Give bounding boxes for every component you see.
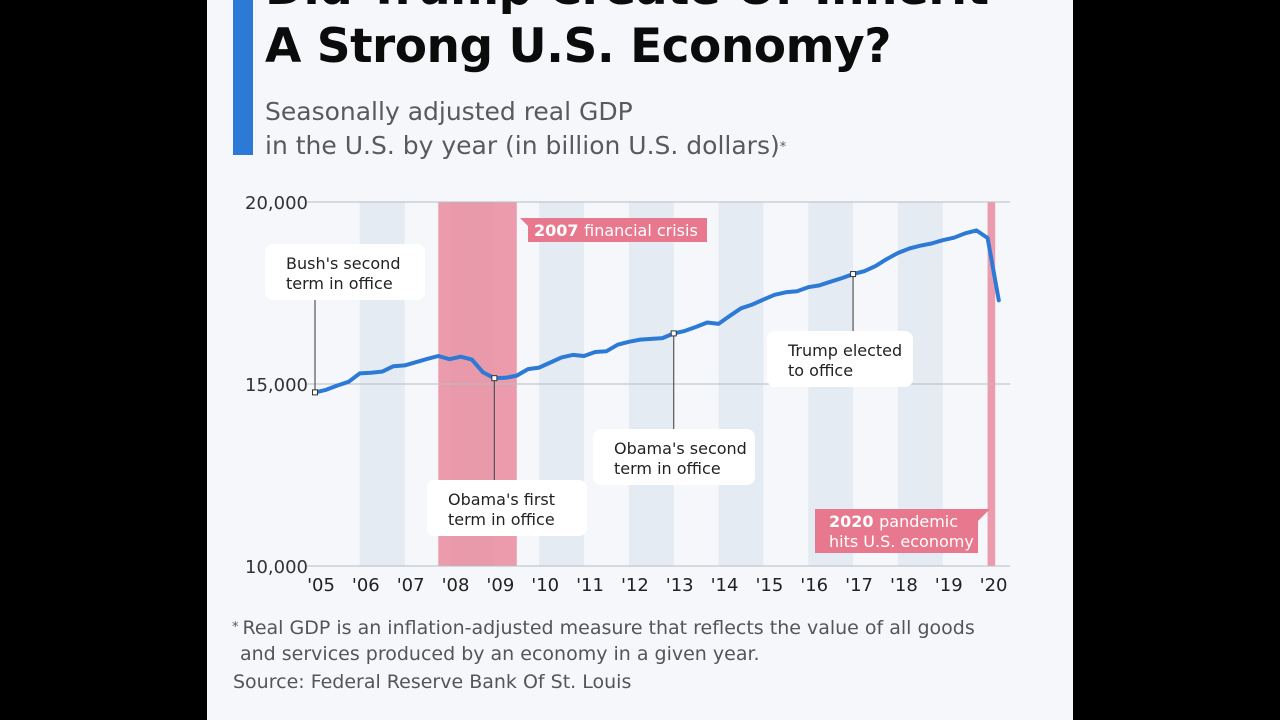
accent-bar	[233, 0, 253, 155]
x-tick-label: '20	[980, 575, 1008, 596]
x-tick-label: '09	[486, 575, 514, 596]
x-tick-label: '10	[531, 575, 559, 596]
annotation-text: term in office	[286, 274, 393, 293]
x-tick-label: '11	[576, 575, 604, 596]
annotation-text: Bush's second	[286, 254, 400, 273]
footnote-line-1-wrap: * Real GDP is an inflation-adjusted measu…	[232, 615, 1052, 641]
annotation-marker	[850, 271, 857, 278]
y-tick-label: 20,000	[245, 193, 308, 214]
subtitle-line-2-wrap: in the U.S. by year (in billion U.S. dol…	[265, 129, 1065, 163]
annotation-marker	[312, 389, 318, 396]
source-note: Source: Federal Reserve Bank Of St. Loui…	[233, 671, 632, 693]
gdp-series	[313, 228, 1001, 395]
chart-subtitle: Seasonally adjusted real GDP in the U.S.…	[265, 95, 1065, 163]
annotation-box	[593, 429, 755, 485]
title-line-2: A Strong U.S. Economy?	[265, 19, 891, 74]
annotation-text: term in office	[448, 510, 555, 529]
event-tag-box	[815, 509, 990, 553]
title-line-1: Did Trump Create Or Inherit	[265, 0, 1065, 18]
annotation-box	[767, 331, 913, 387]
event-tag-text-line2: hits U.S. economy	[829, 532, 974, 551]
annotation-marker	[670, 330, 677, 337]
x-tick-label: '19	[935, 575, 963, 596]
event-tag-text: 2007 financial crisis	[534, 221, 698, 240]
x-tick-label: '06	[352, 575, 380, 596]
footnote: * Real GDP is an inflation-adjusted measu…	[232, 615, 1052, 667]
y-tick-label: 15,000	[245, 375, 308, 396]
footnote-line-1: Real GDP is an inflation-adjusted measur…	[242, 617, 975, 639]
annotation-text: Trump elected	[787, 341, 902, 360]
annotation-box	[265, 244, 425, 300]
x-axis-ticks: '05 '06 '07 '08 '09 '10 '11 '12 '13 '14 '15 '16 '17 '…	[307, 575, 1007, 596]
x-tick-label: '17	[845, 575, 873, 596]
annotation-text: term in office	[614, 459, 721, 478]
event-tag-text: 2020 pandemic	[829, 512, 958, 531]
chart-title: Did Trump Create Or Inherit A Strong U.S…	[265, 0, 1065, 76]
annotation-text: to office	[788, 361, 853, 380]
x-tick-label: '07	[397, 575, 425, 596]
annotation-leaders	[314, 274, 854, 480]
annotation-text: Obama's second	[614, 439, 747, 458]
annotation-marker	[491, 375, 498, 382]
gdp-line	[313, 228, 1001, 395]
footnote-line-2: and services produced by an economy in a…	[240, 643, 760, 665]
x-tick-label: '14	[711, 575, 739, 596]
footnote-marker: *	[232, 620, 239, 635]
x-tick-label: '12	[621, 575, 649, 596]
x-tick-label: '05	[307, 575, 335, 596]
y-axis-ticks: 10,000 15,000 20,000	[245, 193, 308, 578]
x-tick-label: '08	[442, 575, 470, 596]
x-tick-label: '13	[666, 575, 694, 596]
infographic-card: Did Trump Create Or Inherit A Strong U.S…	[207, 0, 1073, 720]
y-tick-label: 10,000	[245, 557, 308, 578]
annotation-markers	[312, 271, 857, 396]
gdp-line-chart: 10,000 15,000 20,000 '05 '06 '07 '08 '09 '10 '11…	[245, 193, 1010, 596]
annotation-text: Obama's first	[448, 490, 555, 509]
annotation-box	[427, 480, 587, 536]
x-tick-label: '16	[800, 575, 828, 596]
x-tick-label: '15	[755, 575, 783, 596]
subtitle-line-2: in the U.S. by year (in billion U.S. dol…	[265, 131, 780, 160]
subtitle-footnote-marker: *	[779, 140, 787, 155]
x-tick-label: '18	[890, 575, 918, 596]
event-tag-box	[520, 218, 707, 242]
subtitle-line-1: Seasonally adjusted real GDP	[265, 97, 633, 126]
